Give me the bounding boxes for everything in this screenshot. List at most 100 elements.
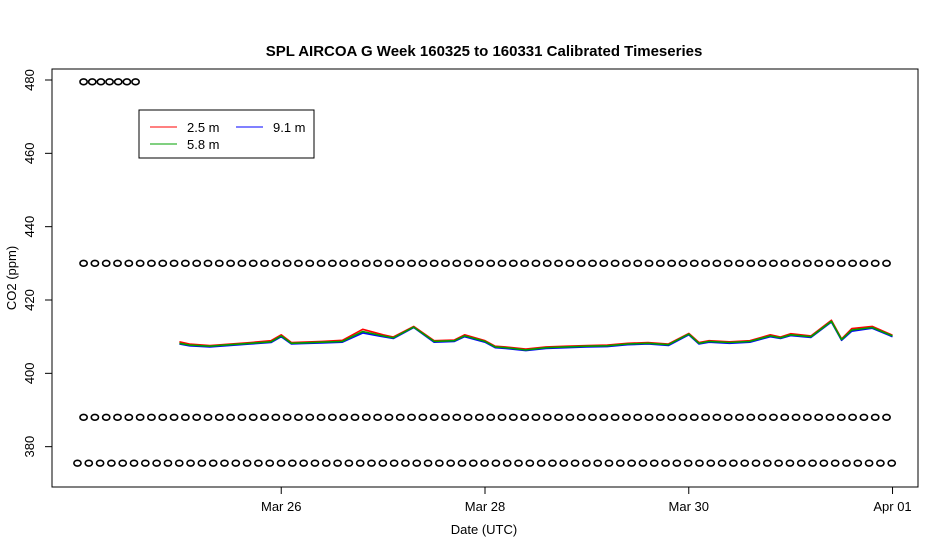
flag-point	[536, 459, 546, 467]
flag-point	[327, 413, 337, 422]
flag-point	[542, 259, 552, 268]
flag-point	[853, 459, 863, 467]
flag-point	[848, 259, 857, 268]
flag-point	[265, 459, 275, 467]
flag-point	[248, 259, 258, 268]
flag-point	[701, 413, 710, 422]
flag-point	[520, 259, 530, 268]
flag-point	[548, 459, 557, 467]
flag-point	[305, 259, 315, 268]
flag-point	[649, 459, 659, 467]
flag-point	[226, 413, 235, 422]
x-axis: Mar 26 Mar 28 Mar 30 Apr 01	[261, 487, 912, 514]
flag-point	[791, 413, 801, 422]
flag-point	[163, 459, 173, 467]
flag-point	[576, 259, 586, 268]
flag-point	[706, 459, 716, 467]
y-tick-label: 480	[22, 69, 37, 91]
legend-label: 9.1 m	[273, 120, 306, 135]
flag-point	[441, 259, 450, 268]
flag-point	[655, 259, 665, 268]
flag-point	[644, 413, 654, 422]
flag-point	[769, 413, 778, 422]
flag-point	[802, 413, 812, 422]
flag-point	[271, 259, 281, 268]
flag-point	[147, 413, 156, 422]
flag-point	[361, 259, 371, 268]
flag-point	[864, 459, 874, 467]
legend-box	[138, 109, 315, 159]
flag-point	[260, 413, 269, 422]
flag-point	[373, 259, 383, 268]
flag-point	[882, 259, 891, 268]
flag-point	[282, 259, 292, 268]
flag-point	[384, 413, 394, 422]
flag-point	[565, 413, 575, 422]
flag-point	[197, 459, 207, 467]
flag-point	[746, 413, 756, 422]
flag-point	[814, 413, 824, 422]
flag-point	[542, 413, 552, 422]
flag-point	[870, 413, 880, 422]
flag-point	[735, 259, 744, 268]
flag-point	[180, 259, 190, 268]
flag-point	[180, 413, 190, 422]
flag-point	[588, 259, 597, 268]
flag-point	[339, 413, 349, 422]
flag-point	[122, 78, 132, 86]
flag-point	[446, 459, 456, 467]
flag-point	[169, 259, 179, 268]
flag-point	[242, 459, 252, 467]
flag-point	[525, 459, 535, 467]
flag-point	[214, 413, 224, 422]
flag-point	[780, 259, 790, 268]
flag-point	[463, 413, 473, 422]
chart-title: SPL AIRCOA G Week 160325 to 160331 Calib…	[266, 43, 703, 60]
flag-point	[887, 459, 897, 467]
flag-point	[84, 459, 94, 467]
flag-point	[237, 413, 247, 422]
flag-point	[220, 459, 229, 467]
flag-point	[808, 459, 817, 467]
flag-point	[520, 413, 530, 422]
flag-point	[208, 459, 218, 467]
flag-point	[796, 459, 806, 467]
flag-point	[124, 413, 134, 422]
flag-point	[105, 78, 114, 86]
y-tick-label: 460	[22, 142, 37, 164]
flag-point	[678, 259, 688, 268]
flag-point	[848, 413, 857, 422]
flag-point	[762, 459, 772, 467]
flag-point	[497, 259, 507, 268]
flag-point	[870, 259, 880, 268]
flag-point	[683, 459, 693, 467]
flag-point	[593, 459, 603, 467]
flag-point	[468, 459, 478, 467]
flag-point	[599, 413, 609, 422]
flag-point	[373, 413, 383, 422]
flag-point	[395, 413, 405, 422]
flag-point	[610, 413, 620, 422]
flag-point	[757, 259, 767, 268]
series-line	[179, 319, 893, 350]
flag-point	[633, 413, 643, 422]
flag-point	[429, 413, 439, 422]
flag-point	[463, 259, 473, 268]
flag-point	[604, 459, 614, 467]
flag-point	[695, 459, 704, 467]
flag-point	[474, 259, 484, 268]
flag-point	[333, 459, 342, 467]
flag-point	[79, 78, 88, 86]
flag-point	[576, 413, 586, 422]
flag-point	[395, 259, 405, 268]
flag-point	[129, 459, 139, 467]
flag-point	[79, 259, 88, 268]
flag-point	[90, 259, 100, 268]
y-axis: 380 400 420 440 460 480	[22, 69, 52, 458]
flag-point	[412, 459, 422, 467]
flag-point	[554, 259, 563, 268]
flag-point	[859, 413, 869, 422]
flag-point	[825, 259, 835, 268]
flag-point	[316, 259, 326, 268]
legend-label: 5.8 m	[187, 137, 220, 152]
